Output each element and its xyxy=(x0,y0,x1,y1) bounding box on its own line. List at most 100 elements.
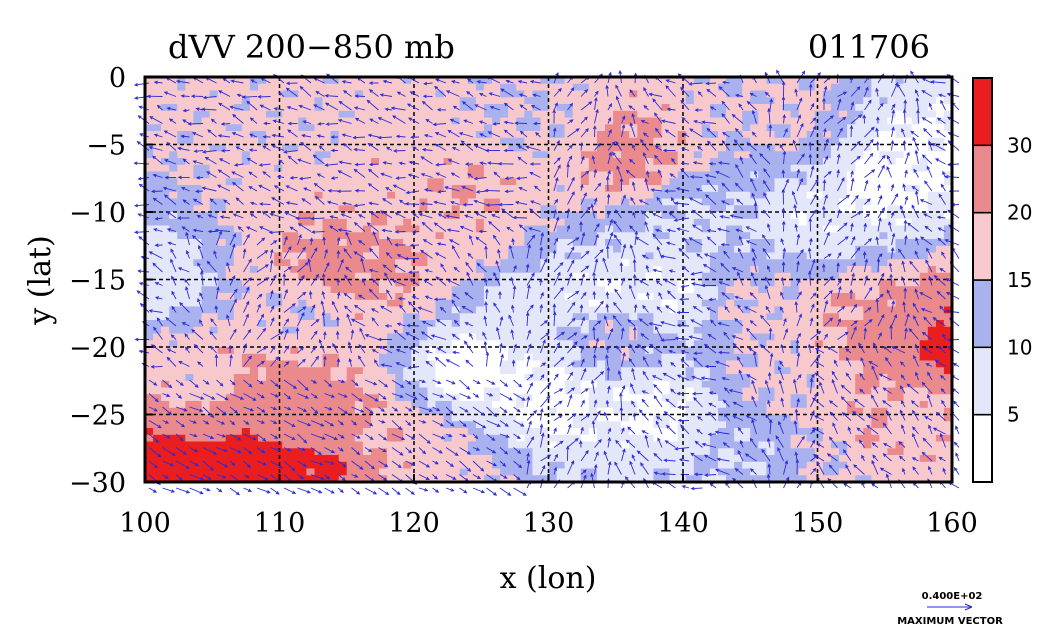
heatmap-cell xyxy=(177,198,186,206)
heatmap-cell xyxy=(483,205,493,213)
heatmap-cell xyxy=(580,320,590,328)
heatmap-cell xyxy=(483,104,493,112)
heatmap-cell xyxy=(572,124,582,132)
heatmap-cell xyxy=(661,326,671,335)
heatmap-cell xyxy=(169,83,178,92)
heatmap-cell xyxy=(459,151,469,159)
heatmap-cell xyxy=(346,293,356,301)
heatmap-cell xyxy=(758,191,767,200)
heatmap-cell xyxy=(879,299,889,308)
heatmap-cell xyxy=(459,144,469,152)
heatmap-cell xyxy=(556,104,566,112)
heatmap-cell xyxy=(145,380,154,389)
heatmap-cell xyxy=(750,178,759,186)
heatmap-cell xyxy=(524,367,533,375)
heatmap-cell xyxy=(185,205,194,213)
heatmap-cell xyxy=(709,178,719,186)
heatmap-cell xyxy=(201,360,211,368)
heatmap-cell xyxy=(362,299,372,308)
heatmap-cell xyxy=(871,239,880,247)
heatmap-cell xyxy=(169,326,178,335)
heatmap-cell xyxy=(580,104,590,112)
heatmap-cell xyxy=(645,232,654,240)
heatmap-cell xyxy=(726,185,735,193)
heatmap-cell xyxy=(572,367,582,375)
heatmap-cell xyxy=(637,401,646,409)
heatmap-cell xyxy=(249,299,259,308)
heatmap-cell xyxy=(201,326,211,335)
heatmap-cell xyxy=(613,171,622,179)
heatmap-cell xyxy=(830,239,840,247)
heatmap-cell xyxy=(871,205,880,213)
heatmap-cell xyxy=(903,347,913,355)
heatmap-cell xyxy=(435,394,445,402)
heatmap-cell xyxy=(701,360,711,368)
heatmap-cell xyxy=(419,252,429,260)
heatmap-cell xyxy=(371,313,380,321)
heatmap-cell xyxy=(887,205,897,213)
heatmap-cell xyxy=(483,272,493,281)
heatmap-cell xyxy=(516,320,525,328)
heatmap-cell xyxy=(459,313,469,321)
heatmap-cell xyxy=(306,313,316,321)
heatmap-cell xyxy=(806,205,816,213)
heatmap-cell xyxy=(241,131,251,139)
heatmap-cell xyxy=(758,340,767,348)
heatmap-cell xyxy=(177,225,186,233)
heatmap-cell xyxy=(354,286,364,294)
heatmap-cell xyxy=(524,104,533,112)
heatmap-cell xyxy=(282,178,291,186)
heatmap-cell xyxy=(354,407,364,416)
heatmap-cell xyxy=(903,178,913,186)
heatmap-cell xyxy=(911,293,921,301)
heatmap-cell xyxy=(677,401,687,409)
heatmap-cell xyxy=(225,178,235,186)
heatmap-cell xyxy=(556,245,566,254)
heatmap-cell xyxy=(814,191,824,200)
heatmap-cell xyxy=(613,252,622,260)
heatmap-cell xyxy=(798,360,808,368)
heatmap-cell xyxy=(830,313,840,321)
heatmap-cell xyxy=(701,306,711,314)
heatmap-cell xyxy=(669,131,679,139)
heatmap-cell xyxy=(387,124,396,132)
heatmap-cell xyxy=(709,110,719,119)
heatmap-cell xyxy=(411,104,420,112)
heatmap-cell xyxy=(645,279,654,287)
heatmap-cell xyxy=(346,252,356,260)
heatmap-cell xyxy=(169,239,178,247)
heatmap-cell xyxy=(225,374,235,382)
heatmap-cell xyxy=(911,347,921,355)
heatmap-cell xyxy=(282,266,291,274)
heatmap-cell xyxy=(734,272,743,281)
heatmap-cell xyxy=(685,151,695,159)
heatmap-cell xyxy=(935,252,945,260)
heatmap-cell xyxy=(919,144,929,152)
heatmap-cell xyxy=(540,90,550,98)
heatmap-cell xyxy=(371,218,380,227)
heatmap-cell xyxy=(153,97,162,105)
heatmap-cell xyxy=(322,353,332,362)
heatmap-cell xyxy=(758,320,767,328)
heatmap-cell xyxy=(411,340,420,348)
heatmap-cell xyxy=(588,232,598,240)
heatmap-cell xyxy=(306,353,316,362)
heatmap-cell xyxy=(572,212,582,220)
heatmap-cell xyxy=(806,279,816,287)
heatmap-cell xyxy=(588,83,598,92)
heatmap-cell xyxy=(443,218,453,227)
heatmap-cell xyxy=(395,245,404,254)
heatmap-cell xyxy=(564,83,574,92)
heatmap-cell xyxy=(661,360,671,368)
heatmap-cell xyxy=(830,286,840,294)
heatmap-cell xyxy=(508,77,517,85)
heatmap-cell xyxy=(233,104,243,112)
heatmap-cell xyxy=(354,124,364,132)
heatmap-cell xyxy=(903,272,913,281)
heatmap-cell xyxy=(266,245,275,254)
heatmap-cell xyxy=(258,151,267,159)
heatmap-cell xyxy=(314,401,324,409)
heatmap-cell xyxy=(193,279,203,287)
heatmap-cell xyxy=(548,151,558,159)
heatmap-cell xyxy=(871,252,880,260)
